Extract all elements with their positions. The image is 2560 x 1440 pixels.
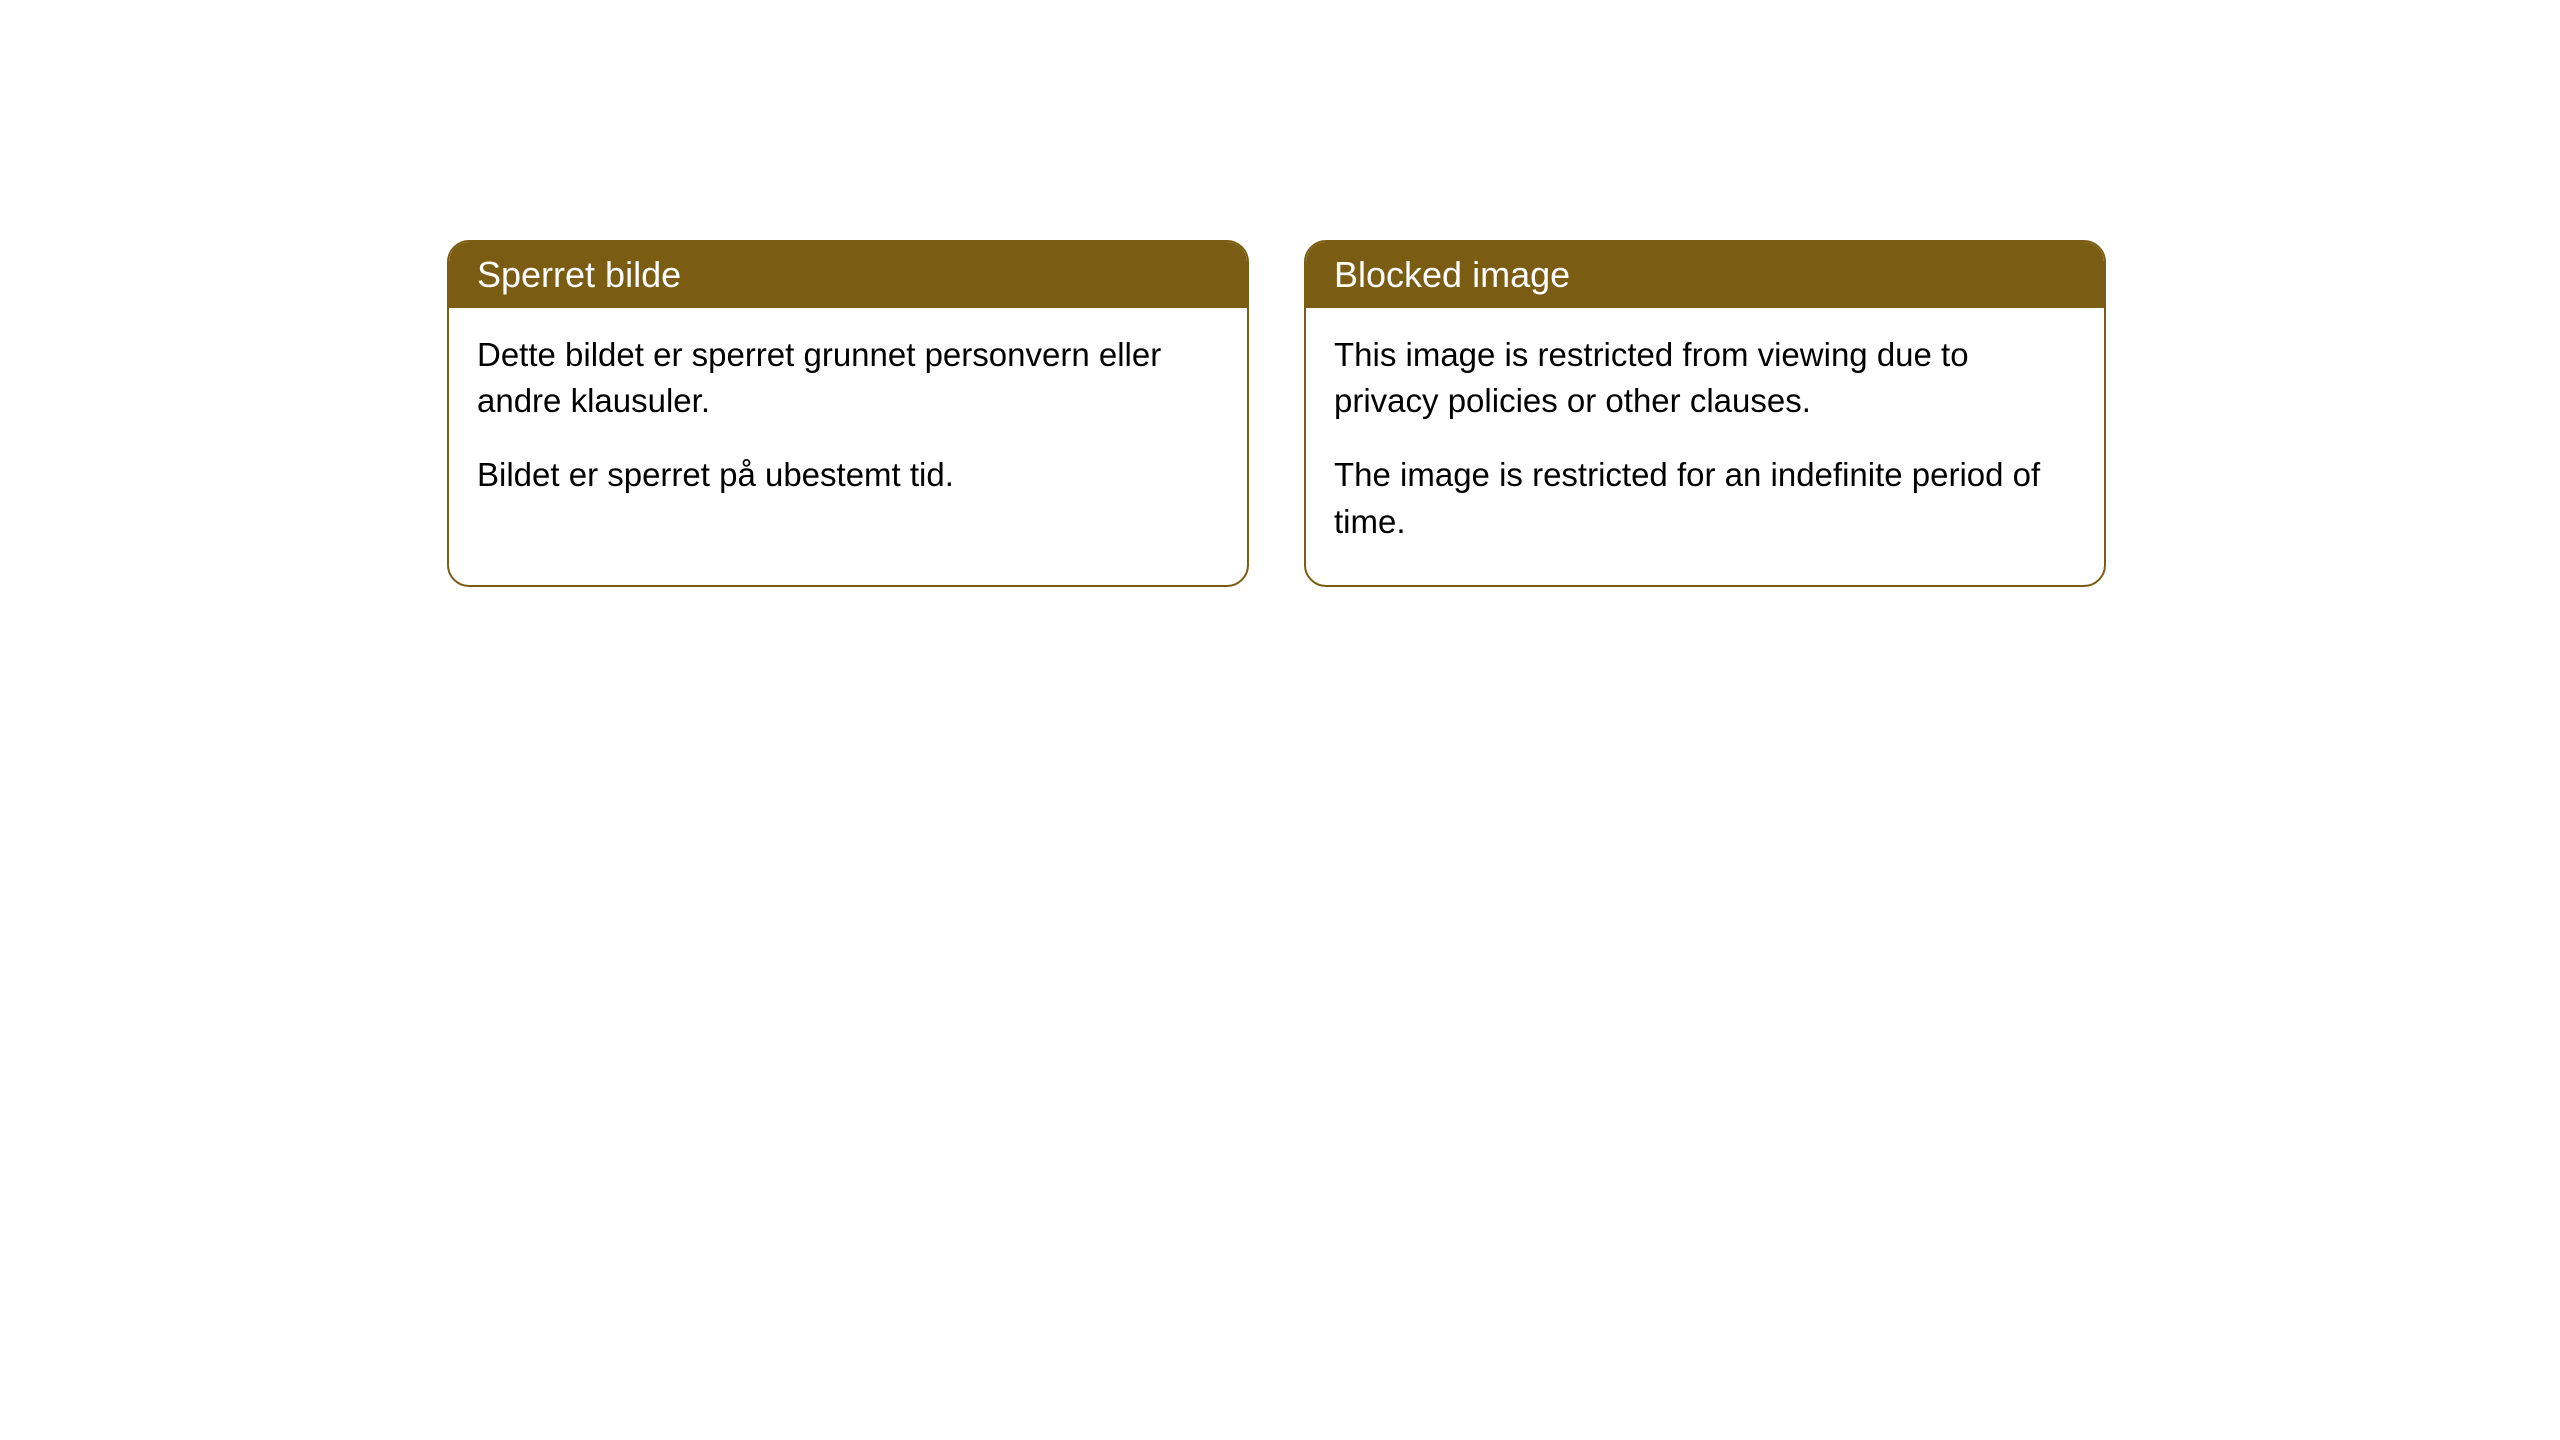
card-body: This image is restricted from viewing du… [1306,308,2104,585]
card-title: Blocked image [1334,254,1570,295]
notice-paragraph-2: The image is restricted for an indefinit… [1334,452,2076,544]
card-header: Sperret bilde [449,242,1247,308]
notice-paragraph-1: This image is restricted from viewing du… [1334,332,2076,424]
card-title: Sperret bilde [477,254,681,295]
notice-container: Sperret bilde Dette bildet er sperret gr… [0,0,2560,587]
card-header: Blocked image [1306,242,2104,308]
card-body: Dette bildet er sperret grunnet personve… [449,308,1247,539]
notice-card-norwegian: Sperret bilde Dette bildet er sperret gr… [447,240,1249,587]
notice-card-english: Blocked image This image is restricted f… [1304,240,2106,587]
notice-paragraph-2: Bildet er sperret på ubestemt tid. [477,452,1219,498]
notice-paragraph-1: Dette bildet er sperret grunnet personve… [477,332,1219,424]
